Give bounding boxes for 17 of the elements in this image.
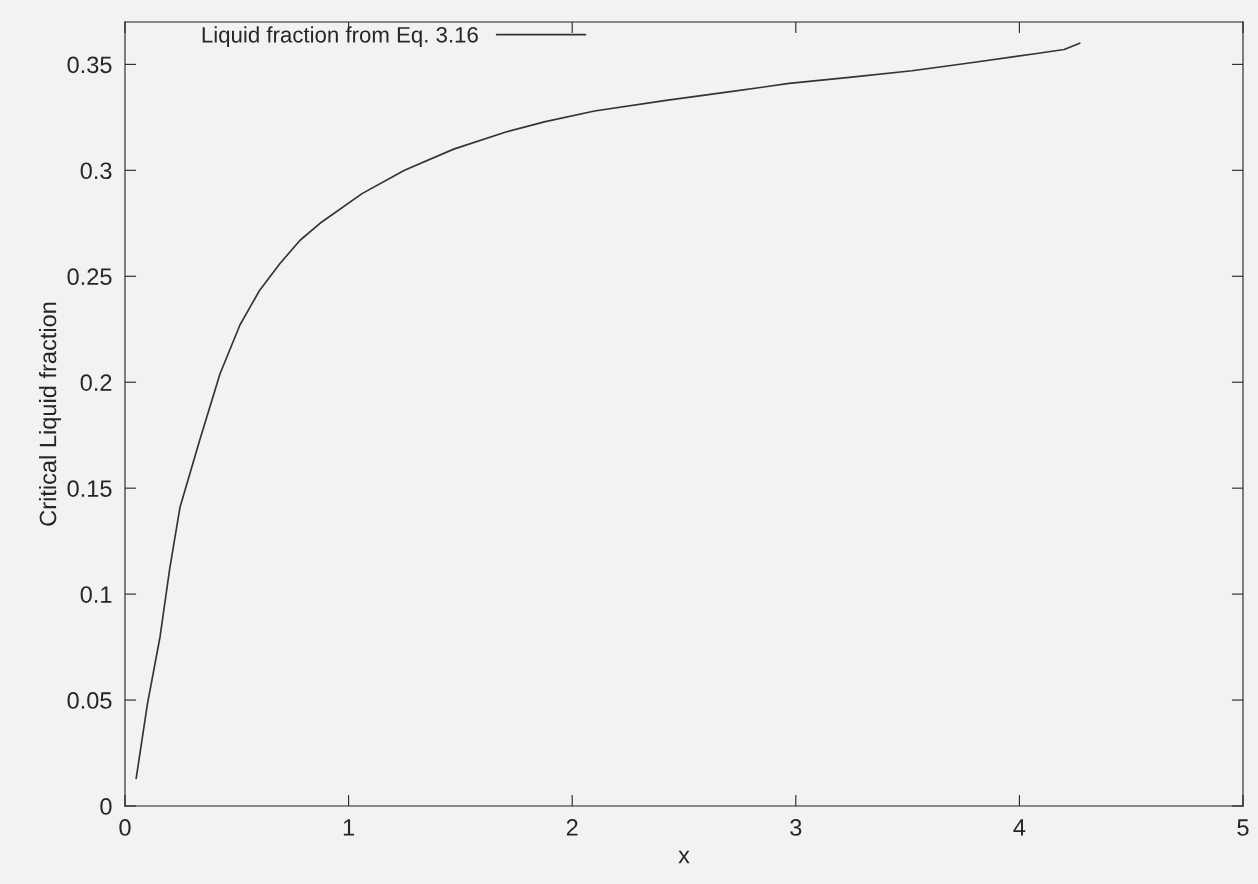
- x-tick-label: 0: [119, 819, 131, 836]
- x-tick-label: 4: [1013, 819, 1026, 836]
- y-tick-label: 0.35: [67, 56, 112, 74]
- y-tick-label: 0.25: [67, 268, 112, 286]
- x-tick-label: 1: [343, 819, 355, 836]
- legend-label: Liquid fraction from Eq. 3.16: [202, 26, 478, 48]
- y-tick-label: 0.3: [80, 162, 112, 180]
- x-tick-label: 5: [1237, 819, 1249, 836]
- y-axis-title: Critical Liquid fraction: [38, 302, 61, 526]
- x-axis-title: x: [678, 850, 690, 864]
- x-tick-label: 2: [566, 819, 578, 836]
- x-tick-label: 3: [790, 819, 802, 836]
- y-tick-label: 0.15: [67, 480, 112, 497]
- y-tick-label: 0.05: [67, 692, 112, 709]
- y-tick-label: 0.1: [80, 586, 112, 603]
- y-tick-label: 0.2: [80, 374, 112, 391]
- y-tick-label: 0: [100, 798, 112, 815]
